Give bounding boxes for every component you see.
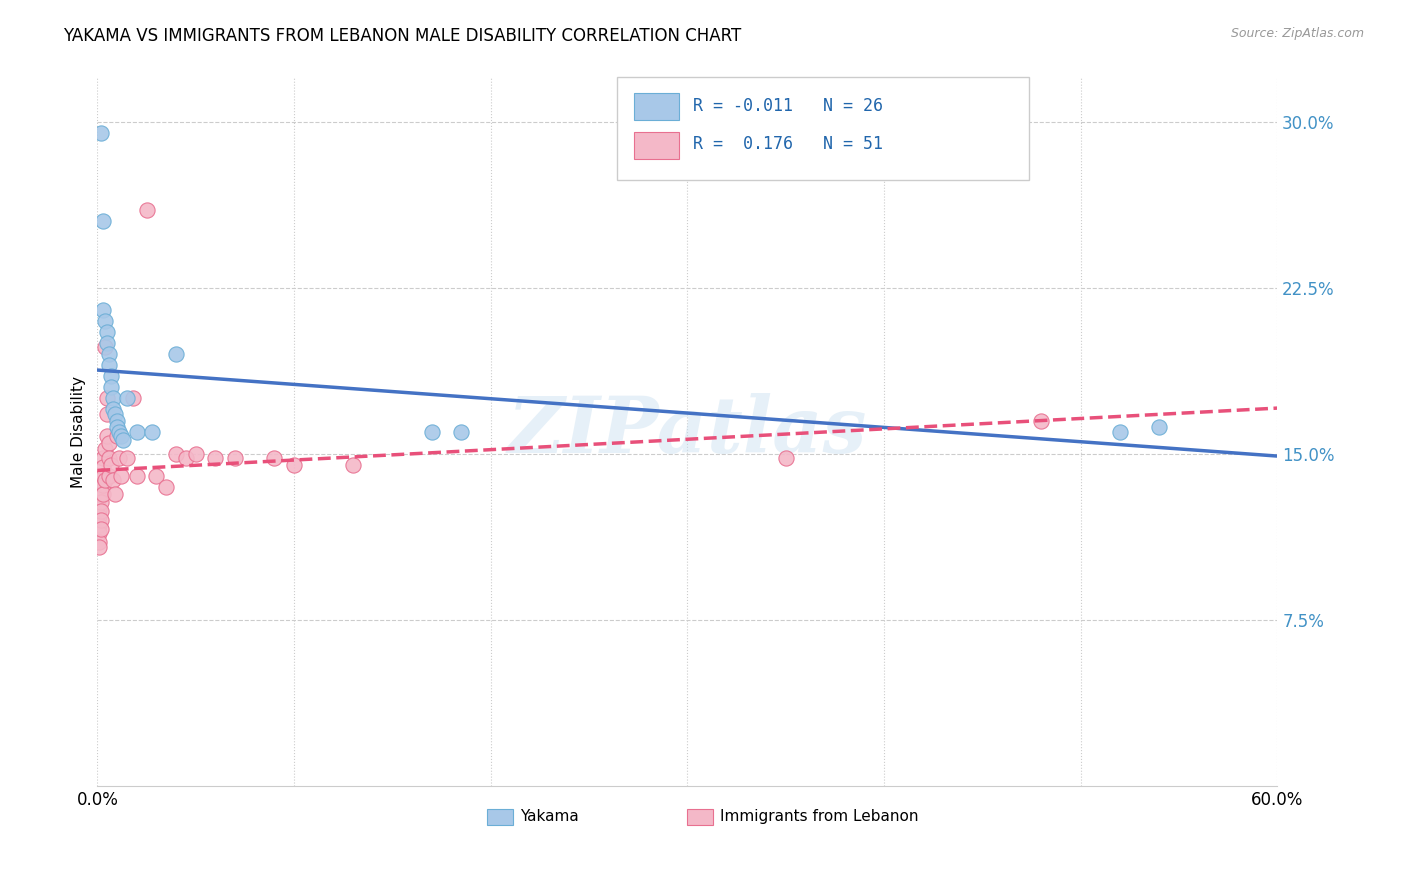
Point	[105, 429, 128, 443]
Point	[165, 447, 187, 461]
Text: Source: ZipAtlas.com: Source: ZipAtlas.com	[1230, 27, 1364, 40]
Point	[263, 451, 285, 466]
FancyBboxPatch shape	[634, 93, 679, 120]
Point	[94, 341, 117, 355]
Point	[100, 369, 122, 384]
Point	[105, 413, 128, 427]
Point	[174, 451, 197, 466]
Point	[89, 535, 111, 549]
Point	[90, 504, 112, 518]
Point	[184, 447, 207, 461]
Point	[108, 451, 131, 466]
Point	[98, 451, 121, 466]
Point	[90, 486, 112, 500]
Point	[110, 429, 132, 443]
Point	[101, 473, 124, 487]
Point	[108, 425, 131, 439]
Point	[1031, 413, 1053, 427]
Point	[96, 429, 118, 443]
Point	[96, 336, 118, 351]
Point	[96, 325, 118, 339]
Point	[89, 508, 111, 523]
Text: Yakama: Yakama	[520, 809, 578, 824]
Point	[121, 392, 143, 406]
Text: Immigrants from Lebanon: Immigrants from Lebanon	[720, 809, 920, 824]
Point	[101, 392, 124, 406]
Point	[342, 458, 364, 472]
Point	[89, 491, 111, 505]
Point	[91, 460, 114, 475]
Point	[89, 480, 111, 494]
Point	[101, 402, 124, 417]
Point	[98, 358, 121, 372]
Point	[1109, 425, 1132, 439]
Y-axis label: Male Disability: Male Disability	[72, 376, 86, 488]
Point	[283, 458, 305, 472]
Point	[94, 442, 117, 457]
Point	[89, 540, 111, 554]
Point	[94, 473, 117, 487]
Point	[1149, 420, 1171, 434]
Point	[155, 480, 177, 494]
FancyBboxPatch shape	[634, 132, 679, 159]
Point	[90, 495, 112, 509]
Point	[125, 468, 148, 483]
Point	[165, 347, 187, 361]
Text: R = -0.011   N = 26: R = -0.011 N = 26	[693, 96, 883, 115]
Point	[89, 526, 111, 541]
Point	[125, 425, 148, 439]
Point	[98, 435, 121, 450]
Point	[204, 451, 226, 466]
Point	[141, 425, 163, 439]
Point	[91, 486, 114, 500]
FancyBboxPatch shape	[688, 809, 713, 825]
Point	[90, 477, 112, 491]
Point	[111, 434, 134, 448]
Point	[91, 302, 114, 317]
Text: R =  0.176   N = 51: R = 0.176 N = 51	[693, 135, 883, 153]
Point	[94, 314, 117, 328]
Point	[90, 126, 112, 140]
Text: YAKAMA VS IMMIGRANTS FROM LEBANON MALE DISABILITY CORRELATION CHART: YAKAMA VS IMMIGRANTS FROM LEBANON MALE D…	[63, 27, 741, 45]
Point	[115, 392, 138, 406]
Point	[115, 451, 138, 466]
Point	[96, 407, 118, 421]
Point	[98, 468, 121, 483]
Point	[105, 420, 128, 434]
Point	[450, 425, 472, 439]
Point	[96, 392, 118, 406]
Point	[91, 468, 114, 483]
Point	[100, 458, 122, 472]
Point	[420, 425, 443, 439]
Point	[98, 347, 121, 361]
Point	[775, 451, 797, 466]
Point	[145, 468, 167, 483]
Point	[224, 451, 246, 466]
Point	[91, 477, 114, 491]
Point	[90, 522, 112, 536]
FancyBboxPatch shape	[486, 809, 513, 825]
Point	[100, 380, 122, 394]
Point	[91, 214, 114, 228]
Text: ZIPatlas: ZIPatlas	[508, 393, 868, 470]
Point	[110, 468, 132, 483]
Point	[89, 502, 111, 516]
Point	[90, 468, 112, 483]
Point	[89, 517, 111, 532]
Point	[104, 407, 127, 421]
FancyBboxPatch shape	[616, 78, 1029, 180]
Point	[104, 486, 127, 500]
Point	[135, 203, 157, 218]
Point	[91, 451, 114, 466]
Point	[90, 513, 112, 527]
